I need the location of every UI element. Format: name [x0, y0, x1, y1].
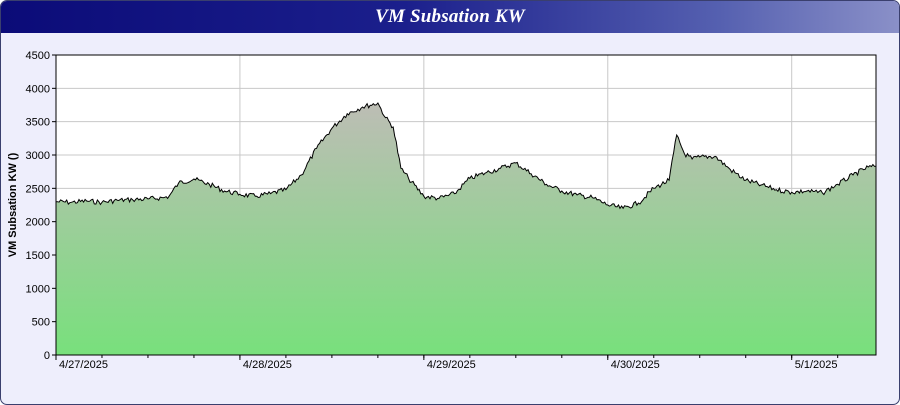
- y-tick-label: 1000: [26, 283, 50, 295]
- y-tick-label: 2500: [26, 183, 50, 195]
- y-axis: 0 500 1000 1500 2000 2500 3000 3500 4000 4500: [26, 50, 56, 362]
- y-tick-label: 3000: [26, 150, 50, 162]
- plot-border: [55, 54, 877, 356]
- x-axis: 4/27/2025 4/28/2025 4/29/2025 4/30/2025 5/1/…: [55, 355, 839, 371]
- x-tick-label: 4/30/2025: [611, 359, 660, 371]
- y-tick-label: 0: [44, 350, 50, 362]
- y-tick-label: 2000: [26, 217, 50, 229]
- y-tick-label: 3500: [26, 117, 50, 129]
- series-area: [56, 103, 876, 355]
- x-tick-label: 4/28/2025: [243, 359, 292, 371]
- y-tick-label: 1500: [26, 250, 50, 262]
- x-tick-label: 5/1/2025: [795, 359, 838, 371]
- y-tick-label: 500: [32, 317, 50, 329]
- x-tick-label: 4/27/2025: [59, 359, 108, 371]
- title-bar: VM Subsation KW: [1, 1, 899, 33]
- y-axis-title: VM Subsation KW (): [7, 152, 19, 257]
- x-tick-label: 4/29/2025: [427, 359, 476, 371]
- y-tick-label: 4500: [26, 50, 50, 62]
- chart-title: VM Subsation KW: [375, 6, 525, 27]
- y-tick-label: 4000: [26, 83, 50, 95]
- series-line: [56, 102, 877, 210]
